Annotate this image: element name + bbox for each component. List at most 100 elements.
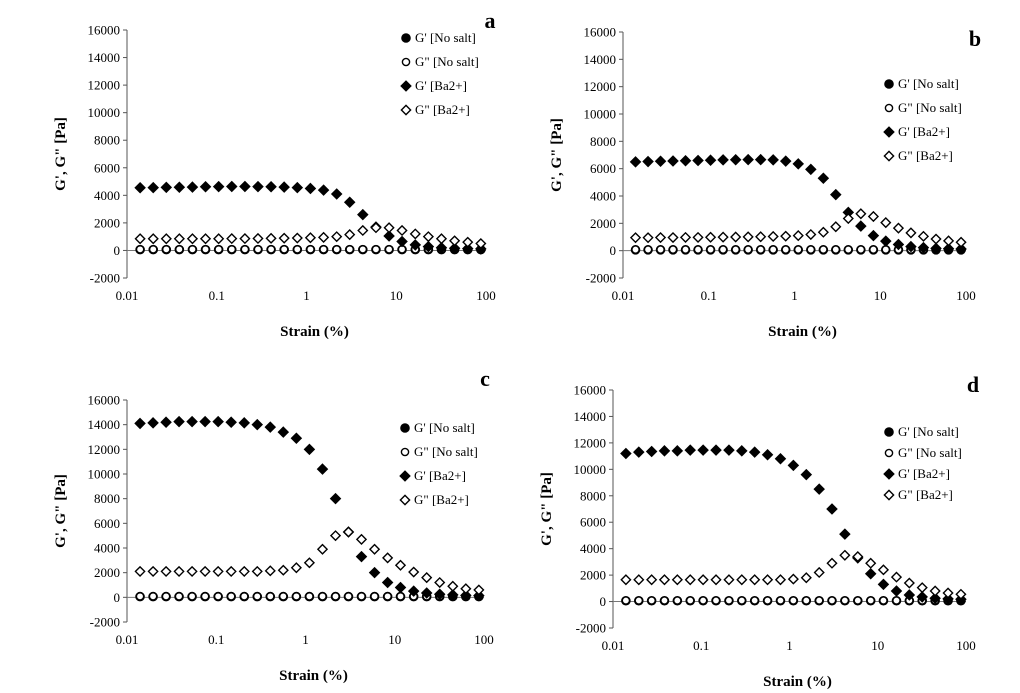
data-point [238, 417, 251, 429]
data-point [819, 245, 828, 254]
data-point [856, 245, 866, 254]
data-point [723, 574, 735, 586]
data-point [667, 155, 679, 167]
series-filled-diamond [629, 153, 967, 255]
data-point [383, 222, 395, 234]
data-point [736, 574, 748, 586]
legend-marker [400, 104, 412, 116]
data-point [903, 577, 915, 589]
data-point [706, 245, 715, 254]
x-tick-label: 0.1 [701, 288, 717, 303]
data-point [681, 245, 690, 254]
y-tick-label: 12000 [584, 79, 617, 94]
data-point [329, 530, 342, 542]
data-point [717, 231, 729, 243]
x-tick-label: 0.1 [209, 288, 225, 303]
data-point [805, 228, 817, 241]
data-point [839, 549, 851, 561]
data-point [761, 449, 774, 461]
data-point [942, 242, 955, 255]
data-point [214, 245, 223, 254]
legend: G' [No salt] G" [No salt] G' [Ba2+] G" [Ba2… [399, 420, 478, 507]
data-point [684, 444, 696, 456]
x-tick-label: 0.01 [612, 288, 635, 303]
data-point [748, 446, 761, 458]
data-point [890, 571, 903, 583]
data-point [293, 245, 302, 254]
data-point [148, 245, 158, 254]
legend-marker [400, 447, 410, 457]
legend-marker [399, 470, 411, 482]
legend-label: G' [Ba2+] [898, 124, 950, 139]
data-point [942, 593, 954, 605]
y-tick-label: 0 [610, 243, 617, 258]
data-point [877, 578, 890, 591]
data-point [277, 564, 289, 576]
legend-marker [883, 126, 895, 138]
data-point [304, 232, 317, 244]
data-point [646, 574, 658, 586]
data-point [291, 232, 303, 244]
data-point [643, 245, 653, 254]
data-point [855, 208, 867, 220]
data-point [830, 188, 842, 201]
data-point [839, 528, 851, 540]
y-axis-title: G', G" [Pa] [53, 474, 69, 548]
data-point [278, 181, 290, 193]
data-point [767, 154, 779, 166]
data-point [265, 592, 275, 601]
y-tick-label: 14000 [88, 50, 121, 65]
data-point [199, 181, 212, 193]
data-point [806, 245, 816, 254]
data-point [830, 221, 842, 233]
data-point [852, 551, 864, 563]
x-tick-label: 10 [388, 632, 401, 647]
data-point [291, 181, 304, 194]
data-point [212, 415, 224, 428]
data-point [306, 245, 315, 254]
data-point [344, 229, 356, 241]
data-point [407, 585, 420, 597]
y-tick-label: -2000 [576, 621, 606, 636]
data-point [731, 245, 740, 254]
data-point [200, 592, 210, 601]
data-point [737, 596, 747, 605]
data-point [892, 238, 905, 251]
data-point [303, 557, 315, 569]
data-point [717, 154, 729, 166]
data-point [381, 576, 394, 589]
legend-marker [884, 427, 894, 437]
data-point [331, 231, 343, 243]
data-point [774, 574, 787, 586]
data-point [729, 154, 742, 166]
legend-marker [884, 79, 894, 89]
data-point [817, 226, 829, 238]
data-point [382, 552, 394, 564]
data-point [942, 587, 954, 599]
data-point [212, 180, 225, 193]
data-point [147, 181, 159, 194]
data-point [697, 574, 709, 586]
data-point [840, 596, 850, 605]
data-point [199, 415, 211, 428]
data-point [774, 452, 787, 465]
y-tick-label: 16000 [574, 383, 607, 398]
data-point [929, 585, 941, 597]
data-point [161, 245, 171, 254]
data-point [186, 181, 199, 193]
y-tick-label: 8000 [94, 491, 120, 506]
data-point [629, 156, 642, 168]
data-point [955, 236, 967, 248]
data-point [135, 245, 145, 254]
data-point [903, 589, 916, 601]
data-point [781, 245, 791, 254]
data-point [239, 180, 251, 193]
data-point [800, 572, 812, 584]
data-point [251, 565, 263, 578]
panel-b: -2000 0 2000 4000 6000 8000 10000 12000 14000 160… [549, 25, 981, 341]
data-point [357, 208, 369, 221]
data-point [305, 592, 314, 601]
data-point [279, 245, 289, 254]
data-point [780, 230, 792, 242]
data-point [368, 566, 381, 579]
